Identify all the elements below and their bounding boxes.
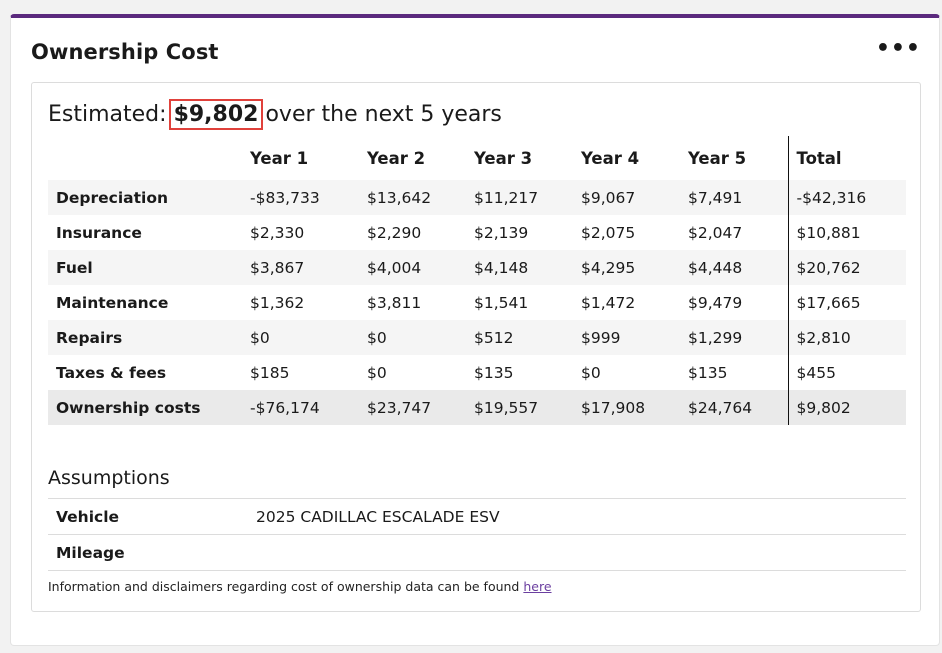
- cell-year-1: $2,330: [250, 223, 305, 242]
- vehicle-label: Vehicle: [56, 508, 120, 526]
- cell-year-2: $2,290: [367, 223, 422, 242]
- estimate-amount: $9,802: [168, 99, 264, 130]
- table-header-total: Total: [787, 136, 906, 180]
- cell-year-2: $4,004: [359, 250, 466, 285]
- cell-year-1: $1,362: [250, 293, 305, 312]
- vehicle-value: 2025 CADILLAC ESCALADE ESV: [256, 508, 500, 526]
- cell-year-4: $999: [573, 320, 680, 355]
- cell-year-5: $1,299: [680, 320, 788, 355]
- cell-year-3: $4,148: [466, 250, 573, 285]
- table-header-label: [48, 136, 242, 180]
- cell-year-2: $0: [367, 363, 387, 382]
- cell-year-2: $3,811: [367, 293, 422, 312]
- cell-total: $455: [787, 355, 906, 390]
- table-row-taxes-fees: Taxes & fees $185 $0 $135 $0 $135 $455: [48, 355, 906, 390]
- cell-year-3: $1,541: [474, 293, 529, 312]
- estimate-prefix: Estimated:: [48, 102, 167, 127]
- cell-year-4: $1,472: [581, 293, 636, 312]
- table-row-repairs: Repairs $0 $0 $512 $999 $1,299 $2,810: [48, 320, 906, 355]
- row-label: Insurance: [56, 223, 142, 242]
- cell-total: $2,810: [787, 320, 906, 355]
- table-row-depreciation: Depreciation -$83,733 $13,642 $11,217 $9…: [48, 180, 906, 215]
- row-label: Taxes & fees: [56, 363, 167, 382]
- cell-year-3: $512: [466, 320, 573, 355]
- cell-total: -$42,316: [787, 180, 906, 215]
- disclaimer: Information and disclaimers regarding co…: [48, 570, 906, 594]
- table-row-maintenance: Maintenance $1,362 $3,811 $1,541 $1,472 …: [48, 285, 906, 320]
- cell-total: $9,802: [787, 390, 906, 425]
- cell-year-1: -$76,174: [242, 390, 359, 425]
- cell-year-4: $2,075: [581, 223, 636, 242]
- assumption-row-vehicle: Vehicle 2025 CADILLAC ESCALADE ESV: [48, 498, 906, 534]
- table-header-year-5: Year 5: [688, 148, 747, 168]
- cell-year-3: $135: [474, 363, 514, 382]
- mileage-label: Mileage: [56, 544, 125, 562]
- row-label: Fuel: [48, 250, 242, 285]
- cell-year-2: $13,642: [359, 180, 466, 215]
- row-label: Maintenance: [56, 293, 169, 312]
- ownership-cost-table: Year 1 Year 2 Year 3 Year 4 Year 5 Total…: [48, 136, 906, 425]
- table-header-year-1: Year 1: [250, 148, 309, 168]
- table-row-fuel: Fuel $3,867 $4,004 $4,148 $4,295 $4,448 …: [48, 250, 906, 285]
- cell-year-5: $7,491: [680, 180, 788, 215]
- table-header-row: Year 1 Year 2 Year 3 Year 4 Year 5 Total: [48, 136, 906, 180]
- more-horizontal-icon[interactable]: •••: [875, 36, 921, 61]
- cell-year-1: $0: [242, 320, 359, 355]
- cell-year-3: $19,557: [466, 390, 573, 425]
- cell-year-1: -$83,733: [242, 180, 359, 215]
- cell-year-2: $23,747: [359, 390, 466, 425]
- cell-year-4: $4,295: [573, 250, 680, 285]
- cell-year-4: $9,067: [573, 180, 680, 215]
- cell-total: $20,762: [787, 250, 906, 285]
- table-header-year-4: Year 4: [581, 148, 640, 168]
- cell-year-5: $135: [688, 363, 728, 382]
- cell-total: $17,665: [787, 285, 906, 320]
- cell-year-5: $24,764: [680, 390, 788, 425]
- disclaimer-link[interactable]: here: [523, 579, 552, 594]
- disclaimer-text: Information and disclaimers regarding co…: [48, 579, 520, 594]
- cell-year-1: $3,867: [242, 250, 359, 285]
- row-label: Depreciation: [48, 180, 242, 215]
- cell-year-1: $185: [250, 363, 290, 382]
- cell-year-4: $17,908: [573, 390, 680, 425]
- table-header-year-2: Year 2: [367, 148, 426, 168]
- cell-year-5: $9,479: [688, 293, 743, 312]
- table-row-insurance: Insurance $2,330 $2,290 $2,139 $2,075 $2…: [48, 215, 906, 250]
- table-header-year-3: Year 3: [474, 148, 533, 168]
- row-label: Repairs: [48, 320, 242, 355]
- cell-total: $10,881: [787, 215, 906, 250]
- cell-year-3: $11,217: [466, 180, 573, 215]
- ownership-cost-card: Ownership Cost ••• Estimated: $9,802 over …: [10, 14, 940, 646]
- cell-year-4: $0: [581, 363, 601, 382]
- cell-year-2: $0: [359, 320, 466, 355]
- table-row-ownership-costs: Ownership costs -$76,174 $23,747 $19,557…: [48, 390, 906, 425]
- estimate-suffix: over the next 5 years: [265, 102, 502, 127]
- ownership-cost-panel: Estimated: $9,802 over the next 5 years Ye…: [31, 82, 921, 612]
- estimate-summary: Estimated: $9,802 over the next 5 years: [48, 99, 502, 130]
- cell-year-5: $2,047: [688, 223, 743, 242]
- row-label: Ownership costs: [48, 390, 242, 425]
- assumption-row-mileage: Mileage: [48, 534, 906, 570]
- card-title: Ownership Cost: [31, 40, 219, 64]
- cell-year-3: $2,139: [474, 223, 529, 242]
- assumptions-title: Assumptions: [48, 467, 170, 489]
- cell-year-5: $4,448: [680, 250, 788, 285]
